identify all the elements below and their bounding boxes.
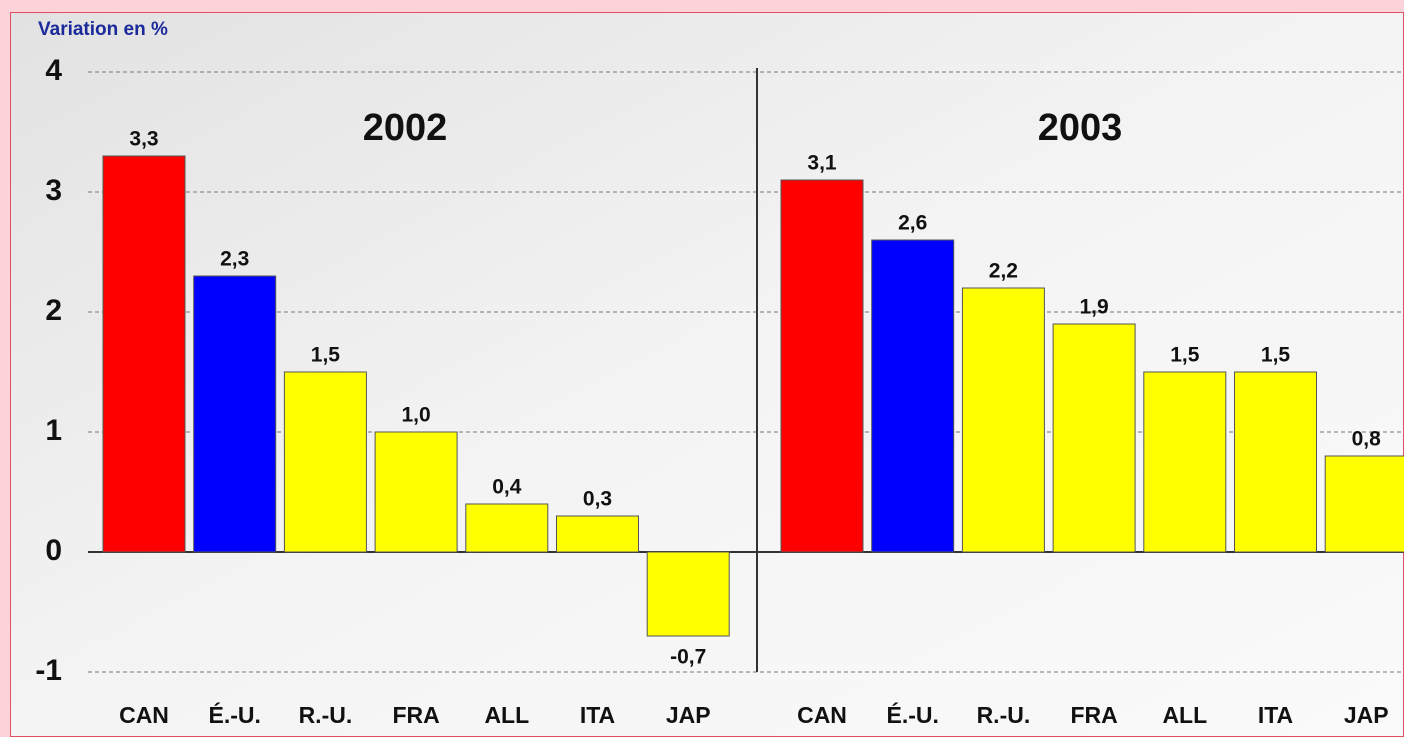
y-axis-title: Variation en % (38, 19, 168, 40)
value-label: 0,3 (583, 488, 612, 511)
bar (283, 371, 367, 553)
x-tick-label: ITA (580, 702, 615, 728)
y-tick-label: -1 (35, 654, 62, 687)
x-tick-label: FRA (392, 702, 439, 728)
x-tick-label: R.-U. (299, 702, 353, 728)
bar (193, 275, 277, 553)
bar (1143, 371, 1227, 553)
y-tick-label: 2 (45, 294, 62, 327)
y-tick-label: 1 (45, 414, 62, 447)
x-tick-label: CAN (119, 702, 169, 728)
x-tick-label: R.-U. (977, 702, 1031, 728)
value-label: 2,2 (989, 260, 1018, 283)
bar (374, 431, 458, 553)
value-label: 1,5 (1170, 344, 1200, 367)
x-tick-label: CAN (797, 702, 847, 728)
value-label: 2,3 (220, 248, 249, 271)
bar (646, 551, 730, 637)
value-label: 1,5 (311, 344, 341, 367)
value-label: 0,8 (1352, 428, 1382, 451)
y-tick-label: 3 (45, 174, 62, 207)
value-label: 3,3 (129, 128, 158, 151)
panel-title: 2003 (1038, 107, 1123, 149)
x-tick-label: ALL (484, 702, 529, 728)
bar (780, 179, 864, 553)
y-tick-label: 4 (45, 54, 62, 87)
bar (1234, 371, 1317, 553)
x-tick-label: ITA (1258, 702, 1293, 728)
panel-title: 2002 (363, 107, 448, 149)
value-label: 1,0 (401, 404, 430, 427)
x-tick-label: FRA (1070, 702, 1117, 728)
bar (102, 155, 186, 553)
bar (1052, 323, 1136, 553)
bar (465, 503, 549, 553)
value-label: 1,9 (1079, 296, 1108, 319)
value-label: 1,5 (1261, 344, 1291, 367)
bar (961, 287, 1045, 553)
value-label: 2,6 (898, 212, 927, 235)
x-tick-label: JAP (1344, 702, 1389, 728)
value-label: 3,1 (807, 152, 837, 175)
value-label: 0,4 (492, 476, 522, 499)
x-tick-label: É.-U. (887, 701, 939, 728)
x-tick-label: É.-U. (209, 701, 261, 728)
bar (1324, 455, 1404, 553)
y-tick-label: 0 (45, 534, 62, 567)
value-label: -0,7 (670, 646, 706, 669)
bar (871, 239, 955, 553)
x-tick-label: ALL (1162, 702, 1207, 728)
x-tick-label: JAP (666, 702, 711, 728)
bar (556, 515, 639, 553)
